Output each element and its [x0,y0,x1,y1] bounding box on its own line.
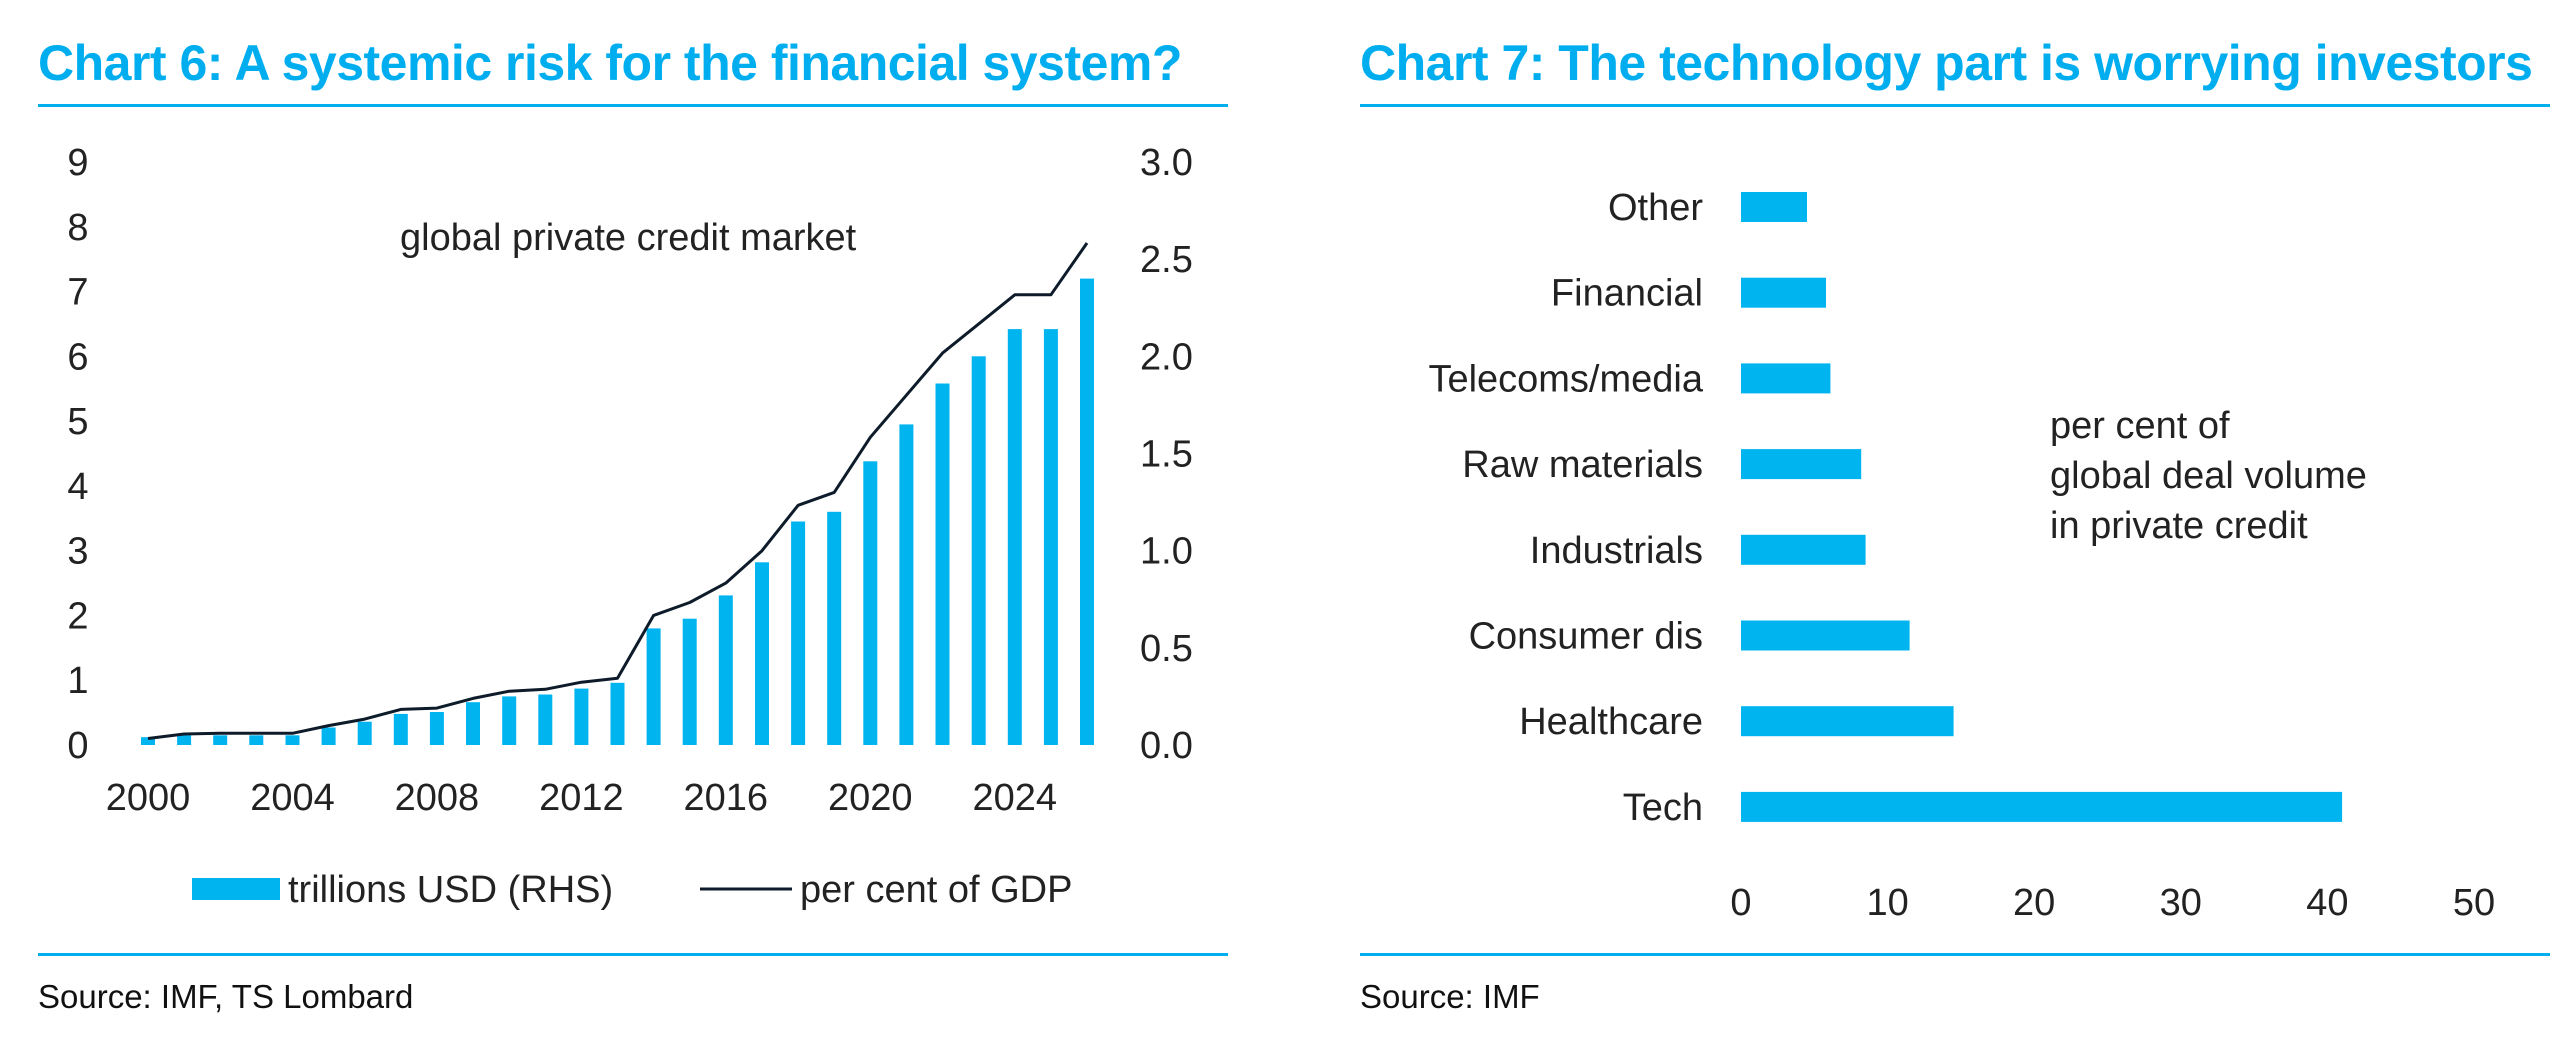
y-right-tick-label: 2.0 [1140,336,1193,378]
y-right-tick-label: 0.5 [1140,628,1193,670]
chart7-annotation-line3: in private credit [2050,505,2308,547]
bar-2018 [791,521,806,745]
chart6-legend: trillions USD (RHS) per cent of GDP [192,869,1072,911]
y-right-tick-label: 1.5 [1140,434,1193,476]
chart6-bottom-rule [38,953,1228,956]
bar-2026 [1080,278,1094,745]
bar-other [1741,192,1807,222]
bar-industrials [1741,534,1866,565]
bar-2021 [899,424,914,745]
category-label-telecoms-media: Telecoms/media [1428,358,1703,400]
category-label-financial: Financial [1551,273,1703,315]
x-tick-label: 2024 [973,777,1058,819]
bar-2023 [971,356,986,745]
y-right-tick-label: 2.5 [1140,239,1193,281]
y-left-tick-label: 7 [67,272,88,314]
y-left-tick-label: 1 [67,660,88,702]
x-tick-label: 2016 [684,777,769,819]
bar-2019 [827,511,842,745]
chart7-annotation-line1: per cent of [2050,405,2230,447]
x-tick-label: 2000 [106,777,191,819]
legend-label-line: per cent of GDP [800,869,1072,911]
bar-raw-materials [1741,449,1862,480]
x-tick-label: 40 [2306,882,2348,924]
y-left-tick-label: 8 [67,207,88,249]
bar-2017 [755,562,769,745]
y-right-tick-label: 1.0 [1140,531,1193,573]
chart6-source: Source: IMF, TS Lombard [38,978,414,1015]
bar-2013 [610,682,625,745]
bar-2003 [249,735,264,745]
bar-2010 [502,696,517,745]
y-left-tick-label: 9 [67,142,88,184]
bar-2005 [321,727,336,745]
category-label-tech: Tech [1623,787,1703,829]
y-left-tick-label: 5 [67,401,88,443]
chart6-title: Chart 6: A systemic risk for the financi… [38,35,1182,91]
bar-healthcare [1741,706,1954,737]
bar-consumer-dis [1741,620,1910,651]
category-label-healthcare: Healthcare [1519,701,1703,743]
x-tick-label: 50 [2453,882,2495,924]
chart7-source: Source: IMF [1360,978,1540,1015]
chart7-title: Chart 7: The technology part is worrying… [1360,35,2533,91]
x-tick-label: 10 [1866,882,1908,924]
chart6-annotation: global private credit market [400,217,857,259]
bar-2020 [863,461,878,745]
x-tick-label: 2004 [250,777,335,819]
chart7-bottom-rule [1360,953,2550,956]
bar-2000 [141,737,155,745]
chart6-top-rule [38,104,1228,107]
series-line-per-cent-of-gdp [147,242,1089,740]
x-tick-label: 30 [2160,882,2202,924]
bar-2007 [393,713,408,745]
bar-2001 [177,735,192,745]
chart7-annotation-line2: global deal volume [2050,455,2367,497]
bar-2011 [538,694,553,745]
x-tick-label: 2020 [828,777,913,819]
category-label-consumer-dis: Consumer dis [1469,616,1703,658]
bar-tech [1741,791,2343,822]
y-left-tick-label: 2 [67,595,88,637]
y-left-tick-label: 6 [67,336,88,378]
bar-telecoms-media [1741,363,1831,394]
category-label-other: Other [1608,187,1703,229]
bar-2004 [285,735,300,745]
y-left-tick-label: 4 [67,466,88,508]
bar-2006 [357,721,372,745]
chart6-plot: 0 1 2 3 4 5 6 7 8 9 0.0 0.5 1.0 1.5 2.0 2.5 3.0 2000 200… [67,142,1193,911]
category-label-raw-materials: Raw materials [1462,444,1703,486]
y-left-tick-label: 3 [67,531,88,573]
bar-2002 [213,735,228,745]
y-right-tick-label: 3.0 [1140,142,1193,184]
category-label-industrials: Industrials [1530,530,1703,572]
x-tick-label: 2012 [539,777,624,819]
legend-label-bars: trillions USD (RHS) [288,869,613,911]
bar-financial [1741,277,1826,308]
bar-2016 [718,595,733,745]
bar-2014 [646,628,661,745]
bar-2024 [1007,329,1022,745]
bar-2009 [466,702,480,745]
bar-2022 [935,383,950,745]
bar-2015 [682,618,697,745]
bar-2025 [1043,329,1058,745]
legend-swatch-bars [192,878,280,900]
x-tick-label: 2008 [395,777,480,819]
bar-2012 [574,688,589,745]
y-left-tick-label: 0 [67,725,88,767]
y-right-tick-label: 0.0 [1140,725,1193,767]
chart7-top-rule [1360,104,2550,107]
x-tick-label: 20 [2013,882,2055,924]
x-tick-label: 0 [1730,882,1751,924]
bar-2008 [429,712,444,745]
